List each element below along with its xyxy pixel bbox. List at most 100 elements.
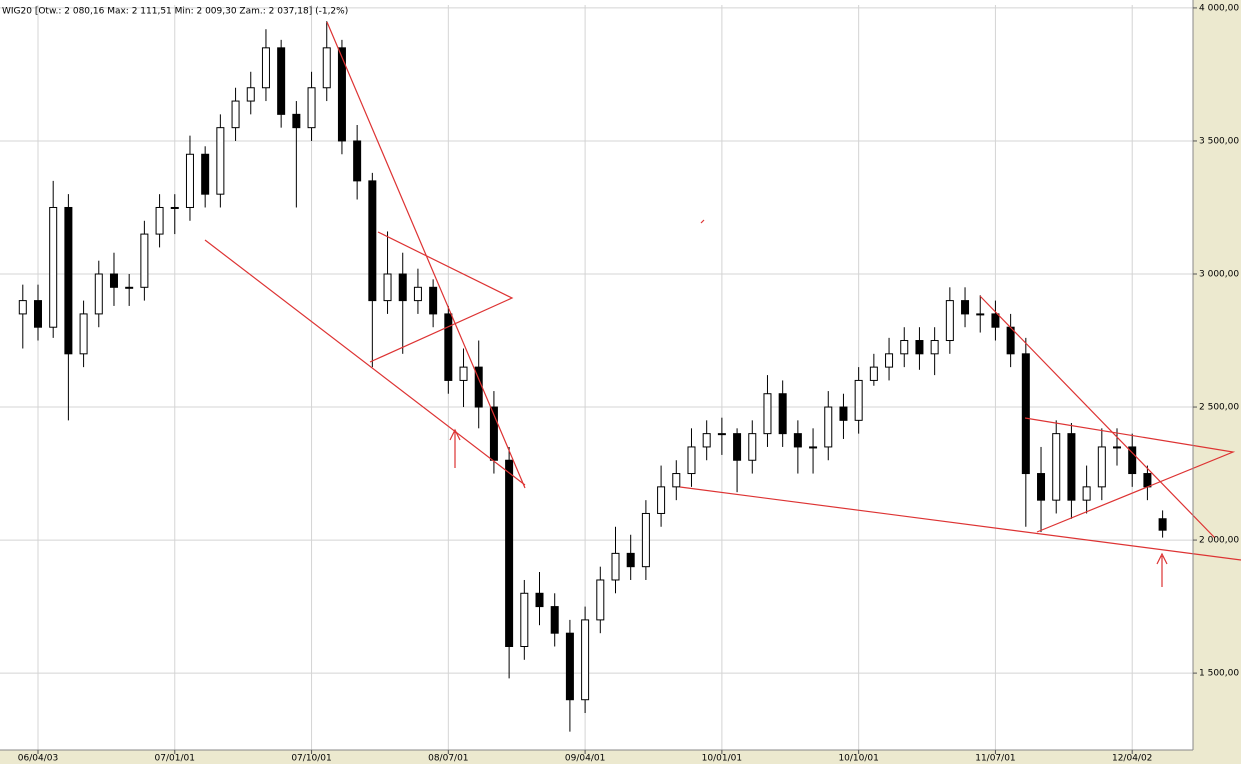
candle-body bbox=[687, 446, 696, 475]
candle-body bbox=[1067, 433, 1076, 501]
candle-body bbox=[1143, 473, 1152, 488]
candle-body bbox=[915, 340, 924, 355]
candle-body bbox=[201, 153, 210, 195]
candle-body bbox=[337, 47, 346, 142]
candle-body bbox=[368, 180, 377, 302]
x-tick-label: 11/07/01 bbox=[975, 754, 1015, 764]
candle-body bbox=[733, 433, 742, 461]
candle-body bbox=[824, 406, 833, 448]
candle-body bbox=[945, 300, 954, 342]
candle-body bbox=[854, 379, 863, 421]
y-axis-panel bbox=[1193, 0, 1241, 764]
candle-body bbox=[64, 206, 73, 355]
candle-body bbox=[246, 87, 255, 102]
trendline bbox=[1024, 417, 1236, 533]
y-tick-label: 2 500,00 bbox=[1199, 403, 1239, 413]
candle-body bbox=[353, 140, 362, 182]
candle-body bbox=[216, 127, 225, 195]
x-tick-label: 08/07/01 bbox=[428, 754, 468, 764]
arrow bbox=[1156, 552, 1168, 587]
x-tick-label: 09/04/01 bbox=[565, 754, 605, 764]
candle-body bbox=[717, 433, 726, 436]
candle-body bbox=[155, 206, 164, 235]
candle-body bbox=[809, 446, 818, 449]
candle-body bbox=[1052, 433, 1061, 501]
candle-body bbox=[277, 47, 286, 115]
candle-body bbox=[383, 273, 392, 302]
candle-body bbox=[261, 47, 270, 89]
candle-body bbox=[79, 313, 88, 355]
candle-body bbox=[322, 47, 331, 89]
x-tick-label: 12/04/02 bbox=[1112, 754, 1152, 764]
candle-body bbox=[748, 433, 757, 461]
candle-body bbox=[793, 433, 802, 448]
trendline bbox=[679, 486, 1241, 561]
trendline bbox=[979, 295, 1216, 539]
y-tick-label: 2 000,00 bbox=[1199, 536, 1239, 546]
candle-body bbox=[626, 552, 635, 568]
candle-body bbox=[520, 592, 529, 647]
candle-body bbox=[657, 486, 666, 514]
candle-body bbox=[1021, 353, 1030, 475]
candle-body bbox=[1006, 326, 1015, 355]
x-tick-label: 07/10/01 bbox=[291, 754, 331, 764]
y-tick-label: 1 500,00 bbox=[1199, 669, 1239, 679]
x-tick-label: 10/10/01 bbox=[838, 754, 878, 764]
candle-body bbox=[581, 619, 590, 701]
candle-body bbox=[672, 473, 681, 488]
candle-body bbox=[839, 406, 848, 421]
candle-body bbox=[1037, 473, 1046, 501]
arrow bbox=[449, 428, 461, 468]
trendline bbox=[700, 219, 705, 224]
x-axis-panel bbox=[0, 750, 1241, 764]
x-tick-label: 07/01/01 bbox=[155, 754, 195, 764]
candle-body bbox=[961, 300, 970, 315]
candle-body bbox=[976, 313, 985, 316]
candle-body bbox=[1082, 486, 1091, 501]
candle-body bbox=[991, 313, 1000, 328]
chart-title: WIG20 [Otw.: 2 080,16 Max: 2 111,51 Min:… bbox=[2, 7, 348, 17]
candle-body bbox=[18, 300, 27, 315]
x-tick-label: 06/04/03 bbox=[18, 754, 58, 764]
candle-body bbox=[429, 286, 438, 315]
y-tick-label: 4 000,00 bbox=[1199, 3, 1239, 13]
candle-body bbox=[489, 406, 498, 461]
trendline bbox=[369, 231, 514, 363]
candle-body bbox=[49, 206, 58, 328]
candle-body bbox=[900, 340, 909, 355]
candle-body bbox=[505, 459, 514, 647]
candle-body bbox=[231, 100, 240, 129]
trendline bbox=[204, 239, 526, 486]
candle-body bbox=[535, 592, 544, 608]
candle-body bbox=[611, 552, 620, 581]
candle-body bbox=[1158, 518, 1167, 531]
x-tick-label: 10/01/01 bbox=[702, 754, 742, 764]
candle-body bbox=[930, 340, 939, 355]
candle-body bbox=[596, 579, 605, 621]
candle-body bbox=[413, 286, 422, 302]
candle-body bbox=[702, 433, 711, 448]
candle-body bbox=[1097, 446, 1106, 488]
candle-body bbox=[444, 313, 453, 381]
candle-body bbox=[763, 393, 772, 435]
candle-body bbox=[307, 87, 316, 129]
candle-body bbox=[125, 286, 134, 289]
candle-body bbox=[565, 632, 574, 701]
y-tick-label: 3 000,00 bbox=[1199, 269, 1239, 279]
candle-body bbox=[170, 206, 179, 209]
y-tick-label: 3 500,00 bbox=[1199, 136, 1239, 146]
candle-body bbox=[550, 606, 559, 634]
candle-body bbox=[398, 273, 407, 302]
candles bbox=[18, 21, 1167, 732]
candle-body bbox=[778, 393, 787, 435]
candle-body bbox=[109, 273, 118, 288]
trendlines bbox=[204, 21, 1241, 587]
candle-body bbox=[459, 366, 468, 381]
candle-body bbox=[33, 300, 42, 328]
candle-body bbox=[1113, 446, 1122, 449]
candle-body bbox=[641, 512, 650, 568]
candle-body bbox=[185, 153, 194, 208]
candle-body bbox=[292, 113, 301, 129]
